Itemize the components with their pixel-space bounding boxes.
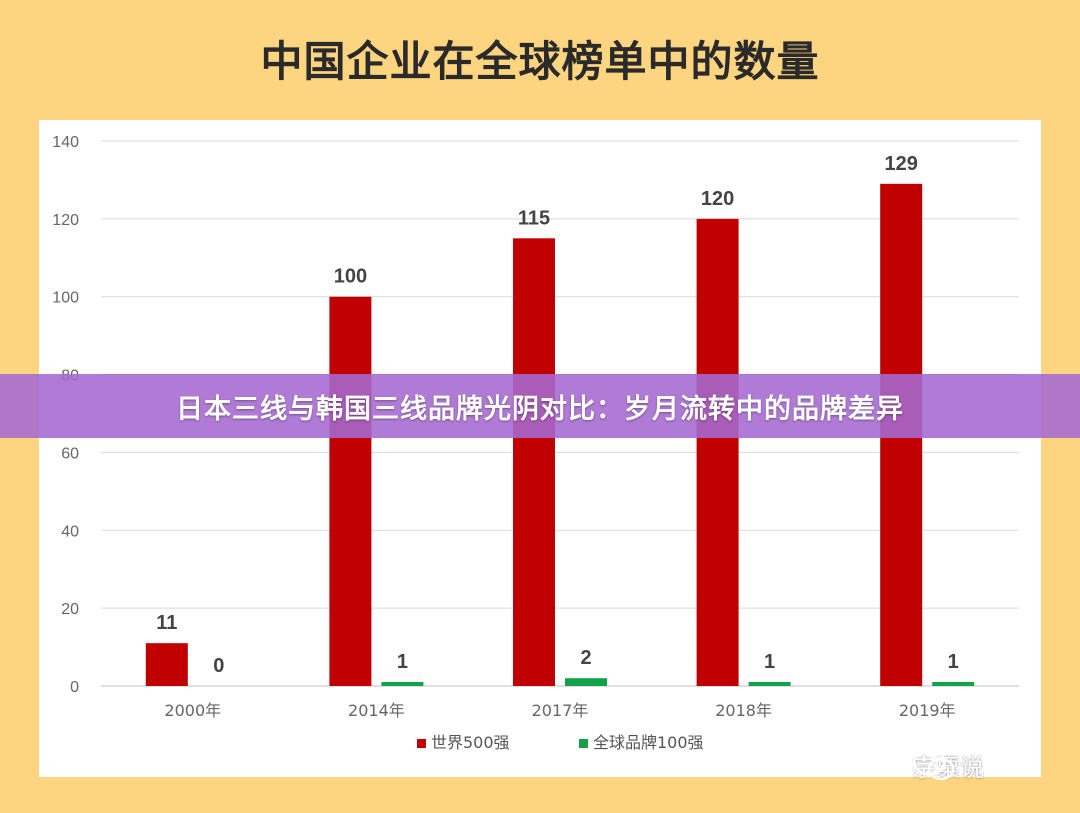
y-tick-label: 140 (52, 134, 79, 151)
x-category-label: 2019年 (899, 701, 956, 720)
data-label: 1 (764, 651, 775, 673)
y-tick-label: 40 (61, 523, 79, 540)
y-tick-label: 20 (61, 601, 79, 618)
bar-brand100 (565, 678, 607, 686)
data-label: 1 (397, 651, 408, 673)
x-category-label: 2017年 (532, 701, 589, 720)
bar-world500 (329, 296, 372, 686)
bar-brand100 (932, 682, 975, 686)
data-label: 129 (885, 153, 918, 175)
data-label: 115 (518, 207, 550, 229)
data-label: 100 (334, 266, 367, 288)
x-category-label: 2014年 (348, 701, 405, 720)
bar-world500 (145, 643, 188, 686)
y-tick-label: 0 (70, 679, 79, 696)
banner-text: 日本三线与韩国三线品牌光阴对比：岁月流转中的品牌差异 (176, 393, 904, 425)
data-label: 11 (156, 612, 177, 634)
watermark: 宗粟说 (912, 748, 984, 782)
legend-label: 全球品牌100强 (593, 733, 704, 752)
legend-swatch (417, 739, 426, 748)
y-tick-label: 120 (52, 212, 79, 229)
bar-world500 (513, 238, 555, 687)
y-tick-label: 100 (52, 290, 79, 307)
legend-swatch (579, 739, 588, 748)
x-category-label: 2000年 (164, 701, 221, 720)
bar-brand100 (381, 682, 424, 686)
data-label: 1 (948, 651, 959, 673)
data-label: 0 (213, 655, 224, 677)
chart-title: 中国企业在全球榜单中的数量 (260, 37, 820, 86)
wechat-icon (912, 748, 955, 781)
data-label: 2 (580, 647, 591, 669)
data-label: 120 (701, 188, 734, 210)
legend-label: 世界500强 (431, 733, 510, 752)
x-category-label: 2018年 (715, 701, 772, 720)
overlay-banner: 日本三线与韩国三线品牌光阴对比：岁月流转中的品牌差异 (0, 374, 1080, 438)
bar-brand100 (748, 682, 791, 686)
y-tick-label: 60 (61, 445, 79, 462)
bar-world500 (696, 218, 739, 686)
